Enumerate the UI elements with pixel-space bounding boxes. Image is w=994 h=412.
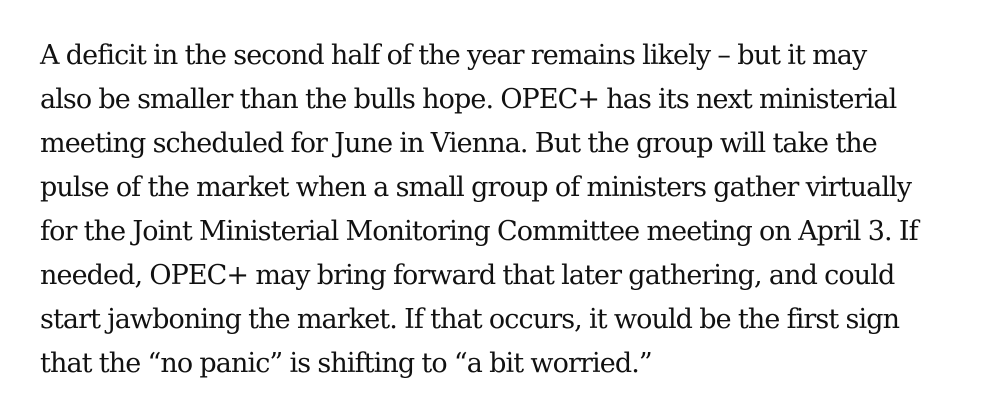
paragraph-line: also be smaller than the bulls hope. OPE… bbox=[40, 84, 897, 115]
paragraph-line: that the “no panic” is shifting to “a bi… bbox=[40, 348, 653, 379]
paragraph-line: pulse of the market when a small group o… bbox=[40, 172, 912, 203]
paragraph-line: meeting scheduled for June in Vienna. Bu… bbox=[40, 128, 878, 159]
paragraph-line: A deficit in the second half of the year… bbox=[40, 40, 867, 71]
article-body: A deficit in the second half of the year… bbox=[40, 34, 980, 386]
article-paragraph: A deficit in the second half of the year… bbox=[40, 34, 980, 386]
paragraph-line: start jawboning the market. If that occu… bbox=[40, 304, 900, 335]
paragraph-line: for the Joint Ministerial Monitoring Com… bbox=[40, 216, 919, 247]
paragraph-line: needed, OPEC+ may bring forward that lat… bbox=[40, 260, 895, 291]
